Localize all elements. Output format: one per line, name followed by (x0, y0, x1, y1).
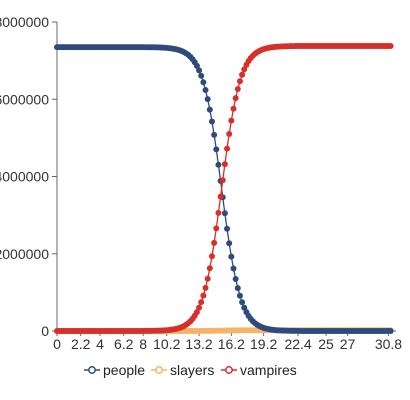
data-point-vampires (206, 265, 213, 272)
data-point-vampires (236, 78, 243, 85)
data-point-people (196, 67, 203, 74)
legend-label: slayers (170, 362, 214, 378)
data-point-vampires (221, 161, 228, 168)
data-point-people (211, 131, 218, 138)
data-point-vampires (230, 105, 237, 112)
data-point-vampires (198, 299, 205, 306)
legend-swatch-marker (225, 366, 233, 374)
y-axis-ticks: 0 2000000 4000000 6000000 8000000 (0, 14, 57, 339)
legend-item-vampires[interactable]: vampires (221, 362, 297, 378)
series-people (54, 44, 394, 334)
x-axis-ticks: 0 2.2 4 6.2 8 10.2 13.2 16.2 19.2 22.4 25 27 30.8 (53, 331, 402, 352)
x-tick-label: 6.2 (114, 336, 134, 352)
data-point-people (200, 79, 207, 86)
y-tick-label: 2000000 (0, 246, 49, 262)
data-point-vampires (208, 253, 215, 260)
legend: people slayers vampires (84, 362, 297, 378)
data-point-vampires (239, 71, 246, 78)
data-point-people (204, 96, 211, 103)
x-tick-label: 10.2 (153, 336, 180, 352)
data-point-people (234, 285, 241, 292)
series-line-vampires (57, 45, 391, 332)
y-tick-label: 6000000 (0, 91, 49, 107)
data-point-people (215, 161, 222, 168)
data-point-people (228, 253, 235, 260)
y-tick-label: 4000000 (0, 169, 49, 185)
x-tick-label: 22.4 (284, 336, 311, 352)
data-point-vampires (219, 177, 226, 184)
data-point-vampires (241, 66, 248, 73)
data-point-vampires (213, 225, 220, 232)
data-point-vampires (217, 193, 224, 200)
data-point-people (239, 299, 246, 306)
data-point-vampires (204, 275, 211, 282)
x-tick-label: 8 (139, 336, 147, 352)
data-point-people (213, 146, 220, 153)
data-point-vampires (215, 209, 222, 216)
x-tick-label: 13.2 (185, 336, 212, 352)
data-point-people (232, 276, 239, 282)
data-point-vampires (226, 131, 233, 138)
x-tick-label: 27 (340, 336, 356, 352)
x-tick-label: 2.2 (71, 336, 91, 352)
x-tick-label: 25 (318, 336, 334, 352)
x-tick-label: 30.8 (375, 336, 402, 352)
data-point-vampires (200, 292, 207, 299)
legend-label: vampires (240, 362, 297, 378)
data-point-people (226, 240, 233, 247)
legend-label: people (103, 362, 145, 378)
axes: 02000000400000060000008000000 02.246.281… (0, 14, 402, 352)
x-tick-label: 0 (53, 336, 61, 352)
data-point-vampires (202, 284, 209, 291)
legend-swatch-marker (155, 366, 163, 374)
data-point-people (230, 265, 237, 272)
series-layer (54, 42, 394, 334)
data-point-people (193, 62, 200, 69)
data-point-people (198, 72, 205, 79)
data-point-vampires (196, 304, 203, 311)
x-tick-label: 16.2 (218, 336, 245, 352)
legend-swatch-marker (88, 366, 96, 374)
data-point-people (208, 118, 215, 125)
data-point-people (387, 328, 394, 334)
data-point-people (206, 106, 213, 113)
legend-item-slayers[interactable]: slayers (151, 362, 214, 378)
data-point-vampires (234, 86, 241, 93)
data-point-vampires (228, 117, 235, 124)
x-tick-label: 19.2 (250, 336, 277, 352)
y-tick-label: 0 (41, 323, 49, 339)
x-tick-label: 4 (96, 336, 104, 352)
legend-item-people[interactable]: people (84, 362, 145, 378)
data-point-vampires (232, 95, 239, 102)
series-line-people (57, 46, 391, 332)
series-vampires (54, 42, 394, 334)
data-point-people (236, 292, 243, 299)
data-point-vampires (211, 239, 218, 246)
y-tick-label: 8000000 (0, 14, 49, 30)
data-point-people (221, 210, 228, 217)
data-point-vampires (224, 145, 231, 152)
data-point-vampires (193, 309, 200, 316)
data-point-vampires (387, 42, 394, 49)
data-point-people (241, 304, 248, 311)
data-point-people (224, 225, 231, 232)
data-point-people (202, 87, 209, 94)
